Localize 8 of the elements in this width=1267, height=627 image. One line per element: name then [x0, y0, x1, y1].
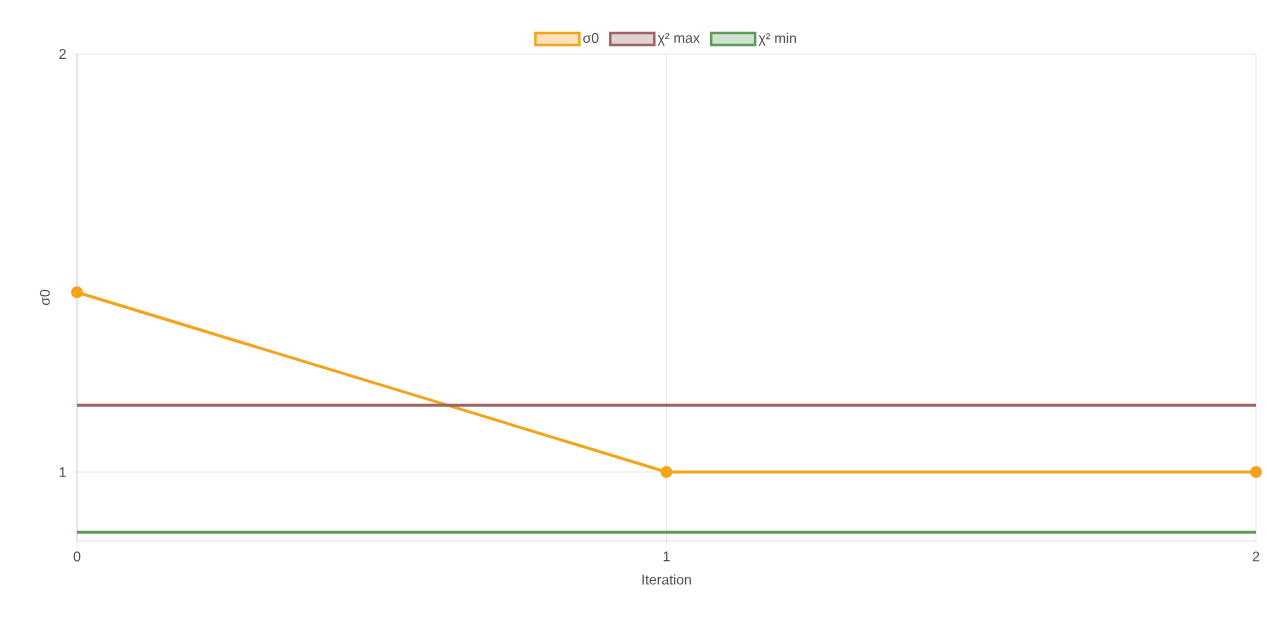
- x-tick-label: 2: [1252, 551, 1260, 562]
- legend-label: χ² max: [657, 33, 700, 46]
- y-axis-title: σ0: [39, 289, 50, 306]
- x-tick-label: 1: [663, 551, 670, 562]
- legend-label: σ0: [583, 33, 599, 43]
- legend-label: χ² min: [758, 32, 796, 46]
- x-tick-label: 0: [73, 551, 81, 562]
- x-axis-title: Iteration: [642, 574, 691, 585]
